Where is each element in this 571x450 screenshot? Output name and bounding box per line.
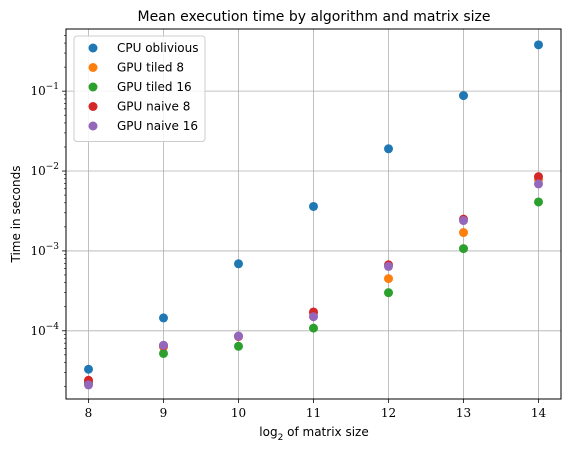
- data-point: [534, 40, 543, 50]
- legend-marker: [88, 82, 98, 92]
- x-tick-label: 9: [160, 406, 168, 420]
- y-tick-label: 10−4: [30, 322, 59, 338]
- data-point: [309, 312, 318, 322]
- legend-label: GPU tiled 8: [117, 61, 184, 75]
- legend-marker: [88, 63, 98, 72]
- x-tick-label: 8: [85, 406, 93, 420]
- data-point: [384, 274, 393, 284]
- data-point: [309, 323, 318, 333]
- data-point: [84, 380, 93, 390]
- legend-label: GPU naive 16: [117, 119, 198, 133]
- x-axis-label-log: log: [259, 425, 277, 439]
- x-tick-label: 10: [231, 406, 246, 420]
- legend-box: [73, 35, 206, 142]
- data-point: [234, 341, 243, 351]
- data-point: [384, 261, 393, 271]
- data-point: [459, 244, 468, 254]
- x-tick-label: 12: [381, 406, 396, 420]
- data-point: [309, 201, 318, 211]
- data-point: [234, 259, 243, 269]
- y-tick-label: 10−1: [30, 82, 59, 98]
- legend-marker: [88, 43, 98, 53]
- y-tick-label: 10−2: [30, 162, 59, 178]
- x-axis-label-sub: 2: [278, 433, 284, 443]
- x-tick-label: 13: [456, 406, 471, 420]
- data-point: [234, 331, 243, 341]
- y-tick-label: 10−3: [30, 242, 59, 258]
- x-tick-label: 11: [306, 406, 321, 420]
- data-point: [384, 288, 393, 298]
- data-points: [84, 40, 543, 390]
- legend-label: GPU tiled 16: [117, 80, 192, 94]
- data-point: [384, 144, 393, 154]
- x-tick-label: 14: [531, 406, 547, 420]
- data-point: [459, 228, 468, 238]
- data-point: [159, 313, 168, 323]
- data-point: [159, 348, 168, 358]
- data-point: [84, 364, 93, 374]
- y-axis-label: Time in seconds: [9, 166, 23, 264]
- data-point: [534, 197, 543, 207]
- legend-marker: [88, 102, 98, 111]
- data-point: [534, 172, 543, 182]
- chart-title: Mean execution time by algorithm and mat…: [137, 9, 490, 25]
- x-axis-label-rest: of matrix size: [283, 425, 368, 439]
- legend: CPU oblivious GPU tiled 8 GPU tiled 16 GPU …: [73, 35, 206, 142]
- legend-marker: [88, 121, 98, 131]
- data-point: [159, 340, 168, 350]
- data-point: [459, 216, 468, 226]
- data-point: [534, 179, 543, 189]
- x-axis-label: log2 of matrix size: [259, 425, 368, 443]
- data-point: [459, 91, 468, 101]
- legend-label: CPU oblivious: [117, 41, 198, 55]
- x-axis-ticks: 8 9 10 11 12 13 14: [85, 399, 547, 420]
- legend-label: GPU naive 8: [117, 100, 190, 114]
- y-axis-ticks: 10−4 10−3 10−2 10−1: [30, 35, 66, 387]
